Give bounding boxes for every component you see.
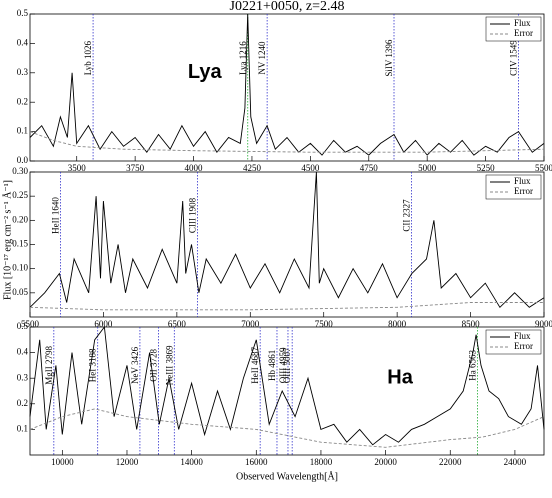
emission-line-label: HeII 4687	[250, 347, 260, 384]
emission-line-label: Ha 6563	[467, 350, 477, 381]
x-tick-label: 5000	[418, 163, 437, 173]
legend-label: Error	[514, 341, 533, 351]
x-tick-label: 6500	[168, 319, 187, 329]
spectrum-0	[29, 325, 545, 446]
legend-label: Error	[514, 186, 533, 196]
y-tick-label: 0.1	[17, 126, 28, 136]
x-tick-label: 4000	[185, 163, 204, 173]
y-tick-label: 0.2	[17, 96, 28, 106]
chart-title: J0221+0050, z=2.48	[230, 0, 345, 14]
y-tick-label: 0.3	[17, 372, 29, 382]
line-annotation: Lya	[188, 61, 223, 83]
y-tick-label: 0.30	[12, 166, 28, 176]
x-tick-label: 7500	[315, 319, 334, 329]
emission-line-label: MgII 2798	[44, 346, 54, 385]
y-tick-label: 0.15	[12, 239, 28, 249]
y-tick-label: 0.5	[17, 321, 29, 331]
x-tick-label: 9000	[535, 319, 552, 329]
x-tick-label: 10000	[51, 457, 74, 467]
emission-line-label: NV 1240	[257, 41, 267, 75]
emission-line-label: OIII 5007	[282, 347, 292, 383]
emission-line-label: NeV 3426	[130, 346, 140, 384]
x-tick-label: 12000	[116, 457, 139, 467]
emission-line-label: CIV 1549	[509, 40, 519, 76]
y-tick-label: 0.25	[12, 190, 28, 200]
emission-line-label: Hb 4861	[267, 350, 277, 381]
x-tick-label: 3500	[68, 163, 87, 173]
emission-line-label: HeI 3188	[88, 348, 98, 382]
spectrum-1	[29, 302, 544, 311]
emission-line-label: CII 2327	[402, 199, 412, 232]
x-tick-label: 8000	[388, 319, 407, 329]
emission-line-label: OII 3728	[148, 349, 158, 382]
emission-line-label: Lya 1216	[238, 41, 248, 75]
emission-line-label: SiIV 1396	[384, 39, 394, 77]
x-tick-label: 24000	[504, 457, 527, 467]
spectrum-0	[29, 171, 545, 309]
legend-label: Error	[514, 28, 533, 38]
y-tick-label: 0.4	[17, 347, 29, 357]
legend-box	[485, 329, 542, 355]
x-tick-label: 7000	[241, 319, 260, 329]
spectrum-1	[29, 408, 545, 448]
y-tick-label: 0.05	[12, 287, 28, 297]
legend-label: Flux	[514, 176, 531, 186]
x-tick-label: 16000	[245, 457, 268, 467]
y-tick-label: 0.0	[17, 155, 29, 165]
emission-line-label: NeIII 3869	[164, 345, 174, 385]
x-tick-label: 14000	[180, 457, 203, 467]
y-axis-label: Flux [10⁻¹⁷ erg cm⁻² s⁻¹ Å⁻¹]	[1, 180, 13, 300]
emission-line-label: Lyb 1026	[83, 40, 93, 75]
emission-line-label: HeII 1640	[50, 197, 60, 234]
legend-box	[485, 16, 542, 42]
x-tick-label: 22000	[439, 457, 462, 467]
plot-frame	[29, 326, 545, 456]
y-tick-label: 0.1	[17, 423, 28, 433]
y-tick-label: 0.5	[17, 8, 29, 18]
x-tick-label: 8500	[462, 319, 481, 329]
x-tick-label: 6000	[94, 319, 113, 329]
x-tick-label: 4250	[243, 163, 262, 173]
line-annotation: Ha	[387, 366, 413, 388]
spectrum-0	[29, 13, 545, 156]
x-tick-label: 5500	[535, 163, 552, 173]
legend-box	[485, 174, 542, 200]
y-tick-label: 0.4	[17, 37, 29, 47]
x-tick-label: 18000	[310, 457, 333, 467]
legend-label: Flux	[514, 18, 531, 28]
x-tick-label: 5500	[21, 319, 40, 329]
x-tick-label: 4750	[360, 163, 379, 173]
x-tick-label: 20000	[374, 457, 397, 467]
x-tick-label: 3750	[126, 163, 145, 173]
emission-line-label: OIII 4959	[278, 347, 288, 383]
x-axis-label: Observed Wavelength[Å]	[236, 470, 338, 482]
spectrum-1	[29, 131, 545, 153]
plot-frame	[29, 13, 545, 162]
y-tick-label: 0.20	[12, 214, 28, 224]
x-tick-label: 5250	[477, 163, 496, 173]
y-tick-label: 0.10	[12, 263, 28, 273]
y-tick-label: 0.2	[17, 398, 28, 408]
y-tick-label: 0.3	[17, 67, 29, 77]
emission-line-label: CIII 1908	[187, 197, 197, 233]
x-tick-label: 4500	[301, 163, 320, 173]
legend-label: Flux	[514, 331, 531, 341]
